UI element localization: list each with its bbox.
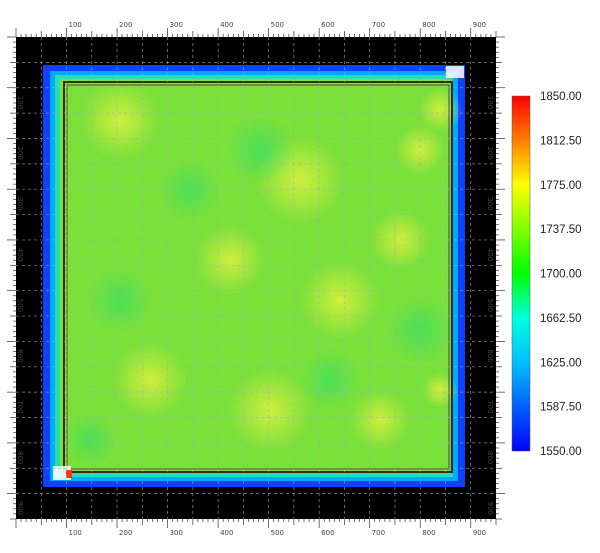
- x-tick-label-top: 600: [321, 21, 334, 29]
- x-tick-label-top: 300: [170, 21, 183, 29]
- y-tick-label-right: 100: [486, 96, 494, 109]
- y-tick-label-right: 600: [486, 349, 494, 362]
- y-tick-label-right: 700: [486, 400, 494, 413]
- y-tick-label-left: 200: [16, 146, 24, 159]
- y-tick-label-left: 900: [16, 502, 24, 515]
- x-tick-label-bottom: 700: [372, 529, 385, 537]
- colorbar-labels: 1850.00 1812.50 1775.00 1737.50 1700.00 1662.…: [540, 91, 582, 458]
- colorbar-label: 1625.00: [540, 357, 582, 369]
- luminance-blob: [300, 260, 380, 340]
- y-tick-label-left: 100: [16, 96, 24, 109]
- x-tick-label-bottom: 200: [119, 529, 132, 537]
- luminance-blob: [350, 390, 410, 450]
- luminance-blob: [80, 80, 160, 160]
- y-tick-label-left: 500: [16, 299, 24, 312]
- x-tick-label-top: 700: [372, 21, 385, 29]
- y-tick-label-right: 400: [486, 248, 494, 261]
- x-tick-label-bottom: 800: [422, 529, 435, 537]
- luminance-blob: [195, 225, 265, 295]
- y-tick-label-left: 400: [16, 248, 24, 261]
- grid-lines: [16, 37, 496, 519]
- measurement-rectangle: [63, 81, 453, 473]
- colorbar-label: 1587.50: [540, 402, 582, 414]
- x-tick-label-bottom: 400: [220, 529, 233, 537]
- y-tick-label-left: 600: [16, 349, 24, 362]
- x-tick-label-top: 400: [220, 21, 233, 29]
- axis-tick-labels: 100 100 200 200 300 300 400 400 500 500 600 600 700 7…: [16, 21, 494, 537]
- luminance-blob: [386, 296, 454, 364]
- y-tick-label-right: 800: [486, 451, 494, 464]
- luminance-blob: [160, 160, 220, 220]
- x-tick-label-bottom: 600: [321, 529, 334, 537]
- x-tick-label-bottom: 100: [69, 529, 82, 537]
- luminance-blob: [64, 414, 116, 466]
- axis-ticks: [7, 28, 505, 528]
- luminance-blob: [300, 350, 360, 410]
- y-tick-label-right: 500: [486, 299, 494, 312]
- x-tick-label-top: 900: [473, 21, 486, 29]
- colorbar-label: 1812.50: [540, 135, 582, 147]
- x-tick-label-bottom: 300: [170, 529, 183, 537]
- y-tick-label-right: 900: [486, 502, 494, 515]
- x-tick-label-bottom: 900: [473, 529, 486, 537]
- colorbar-label: 1850.00: [540, 91, 582, 103]
- luminance-blob: [226, 116, 294, 184]
- y-tick-label-left: 800: [16, 451, 24, 464]
- colorbar: [511, 95, 531, 452]
- luminance-blob: [228, 368, 312, 452]
- luminance-blob: [112, 342, 188, 418]
- luminance-blob: [395, 125, 445, 175]
- colorbar-label: 1662.50: [540, 313, 582, 325]
- x-tick-label-bottom: 500: [271, 529, 284, 537]
- luminance-blob: [418, 88, 462, 132]
- y-tick-label-right: 200: [486, 146, 494, 159]
- colorbar-label: 1700.00: [540, 269, 582, 281]
- colorbar-label: 1775.00: [540, 180, 582, 192]
- colorbar-label: 1550.00: [540, 446, 582, 458]
- corner-marker: [446, 66, 464, 78]
- y-tick-label-right: 300: [486, 197, 494, 210]
- colorbar-label: 1737.50: [540, 224, 582, 236]
- x-tick-label-top: 100: [69, 21, 82, 29]
- x-tick-label-top: 500: [271, 21, 284, 29]
- x-tick-label-top: 800: [422, 21, 435, 29]
- y-tick-label-left: 300: [16, 197, 24, 210]
- y-tick-label-left: 700: [16, 400, 24, 413]
- x-tick-label-top: 200: [119, 21, 132, 29]
